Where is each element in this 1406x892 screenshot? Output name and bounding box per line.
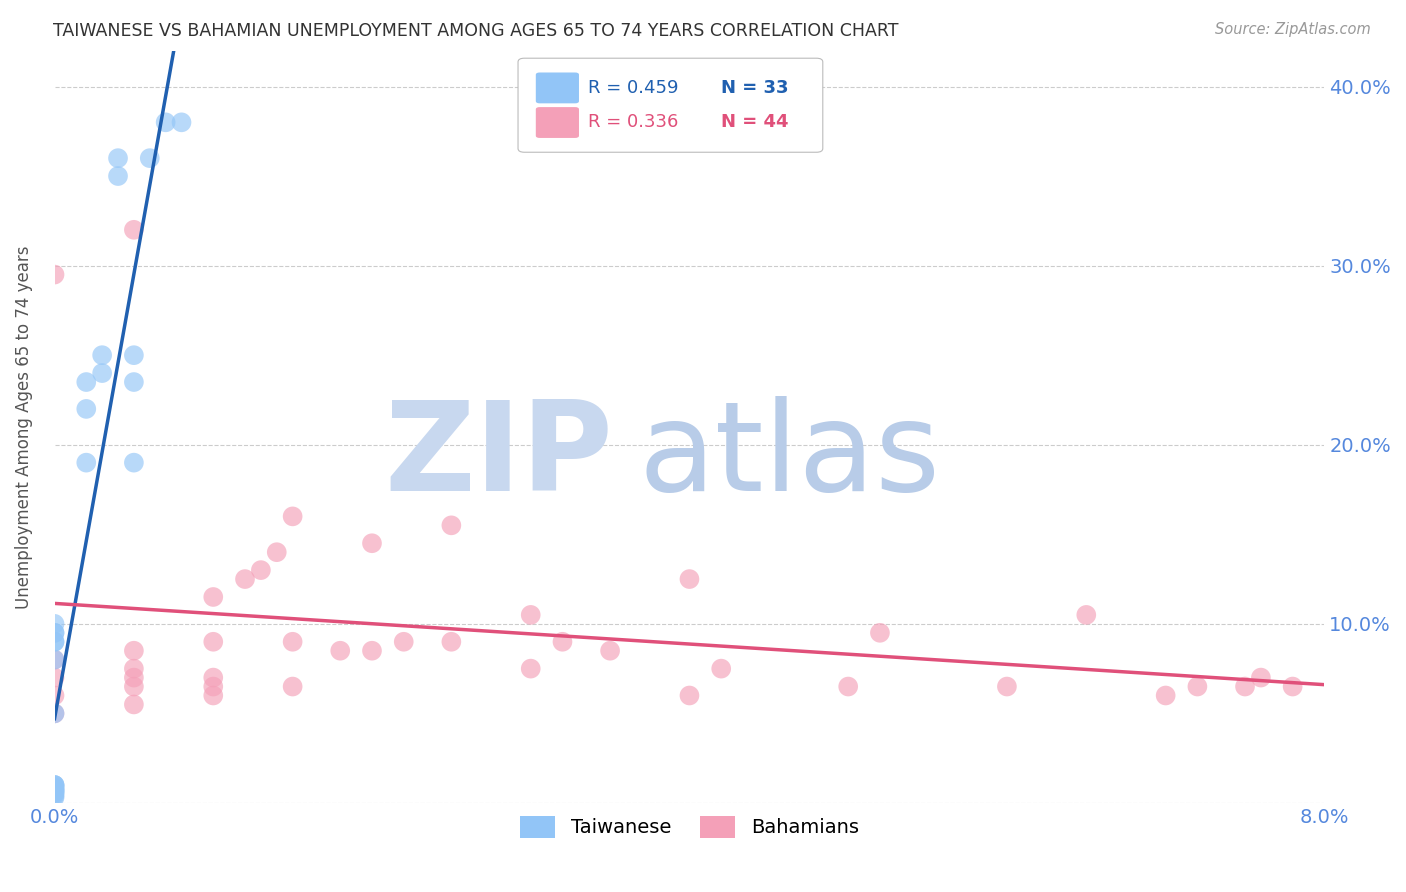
- Point: [250, 563, 273, 577]
- Y-axis label: Unemployment Among Ages 65 to 74 years: Unemployment Among Ages 65 to 74 years: [15, 245, 32, 608]
- Point: [44, 785, 66, 799]
- Point: [392, 634, 415, 648]
- Text: N = 33: N = 33: [721, 78, 789, 96]
- Point: [122, 223, 145, 237]
- Text: ZIP: ZIP: [384, 396, 613, 517]
- Text: Source: ZipAtlas.com: Source: ZipAtlas.com: [1215, 22, 1371, 37]
- Point: [440, 634, 463, 648]
- Point: [519, 607, 541, 622]
- Point: [519, 662, 541, 676]
- Point: [122, 456, 145, 470]
- Point: [44, 653, 66, 667]
- Point: [155, 115, 177, 129]
- Point: [122, 662, 145, 676]
- FancyBboxPatch shape: [517, 58, 823, 153]
- Point: [44, 785, 66, 799]
- Point: [599, 644, 621, 658]
- Point: [233, 572, 256, 586]
- Point: [995, 680, 1018, 694]
- Point: [44, 789, 66, 803]
- FancyBboxPatch shape: [536, 72, 579, 103]
- Point: [1281, 680, 1303, 694]
- Point: [44, 706, 66, 721]
- Point: [1076, 607, 1098, 622]
- Point: [44, 653, 66, 667]
- Point: [44, 778, 66, 792]
- Point: [107, 169, 129, 183]
- Point: [75, 456, 97, 470]
- Point: [122, 671, 145, 685]
- Point: [122, 375, 145, 389]
- Point: [678, 572, 700, 586]
- Point: [44, 634, 66, 648]
- Point: [122, 698, 145, 712]
- Point: [170, 115, 193, 129]
- FancyBboxPatch shape: [536, 107, 579, 138]
- Point: [281, 680, 304, 694]
- Point: [44, 671, 66, 685]
- Text: TAIWANESE VS BAHAMIAN UNEMPLOYMENT AMONG AGES 65 TO 74 YEARS CORRELATION CHART: TAIWANESE VS BAHAMIAN UNEMPLOYMENT AMONG…: [53, 22, 898, 40]
- Point: [202, 680, 225, 694]
- Point: [202, 634, 225, 648]
- Point: [44, 778, 66, 792]
- Point: [75, 401, 97, 416]
- Point: [122, 680, 145, 694]
- Point: [91, 348, 114, 362]
- Point: [551, 634, 574, 648]
- Point: [1154, 689, 1177, 703]
- Point: [1250, 671, 1272, 685]
- Point: [869, 625, 891, 640]
- Point: [44, 781, 66, 796]
- Point: [202, 590, 225, 604]
- Point: [678, 689, 700, 703]
- Point: [1187, 680, 1209, 694]
- Point: [202, 689, 225, 703]
- Point: [361, 536, 384, 550]
- Text: R = 0.459: R = 0.459: [588, 78, 678, 96]
- Point: [44, 778, 66, 792]
- Point: [122, 644, 145, 658]
- Point: [139, 151, 162, 165]
- Point: [281, 634, 304, 648]
- Point: [44, 689, 66, 703]
- Point: [281, 509, 304, 524]
- Point: [44, 783, 66, 797]
- Point: [44, 787, 66, 801]
- Point: [266, 545, 288, 559]
- Point: [107, 151, 129, 165]
- Point: [361, 644, 384, 658]
- Point: [329, 644, 352, 658]
- Point: [710, 662, 733, 676]
- Point: [44, 616, 66, 631]
- Point: [75, 375, 97, 389]
- Point: [44, 783, 66, 797]
- Text: N = 44: N = 44: [721, 113, 789, 131]
- Point: [122, 348, 145, 362]
- Point: [91, 366, 114, 380]
- Point: [837, 680, 859, 694]
- Text: atlas: atlas: [638, 396, 941, 517]
- Point: [44, 625, 66, 640]
- Point: [44, 790, 66, 805]
- Legend: Taiwanese, Bahamians: Taiwanese, Bahamians: [512, 808, 866, 846]
- Point: [202, 671, 225, 685]
- Point: [1234, 680, 1257, 694]
- Point: [440, 518, 463, 533]
- Point: [44, 634, 66, 648]
- Text: R = 0.336: R = 0.336: [588, 113, 678, 131]
- Point: [44, 268, 66, 282]
- Point: [44, 625, 66, 640]
- Point: [44, 780, 66, 794]
- Point: [44, 781, 66, 796]
- Point: [44, 706, 66, 721]
